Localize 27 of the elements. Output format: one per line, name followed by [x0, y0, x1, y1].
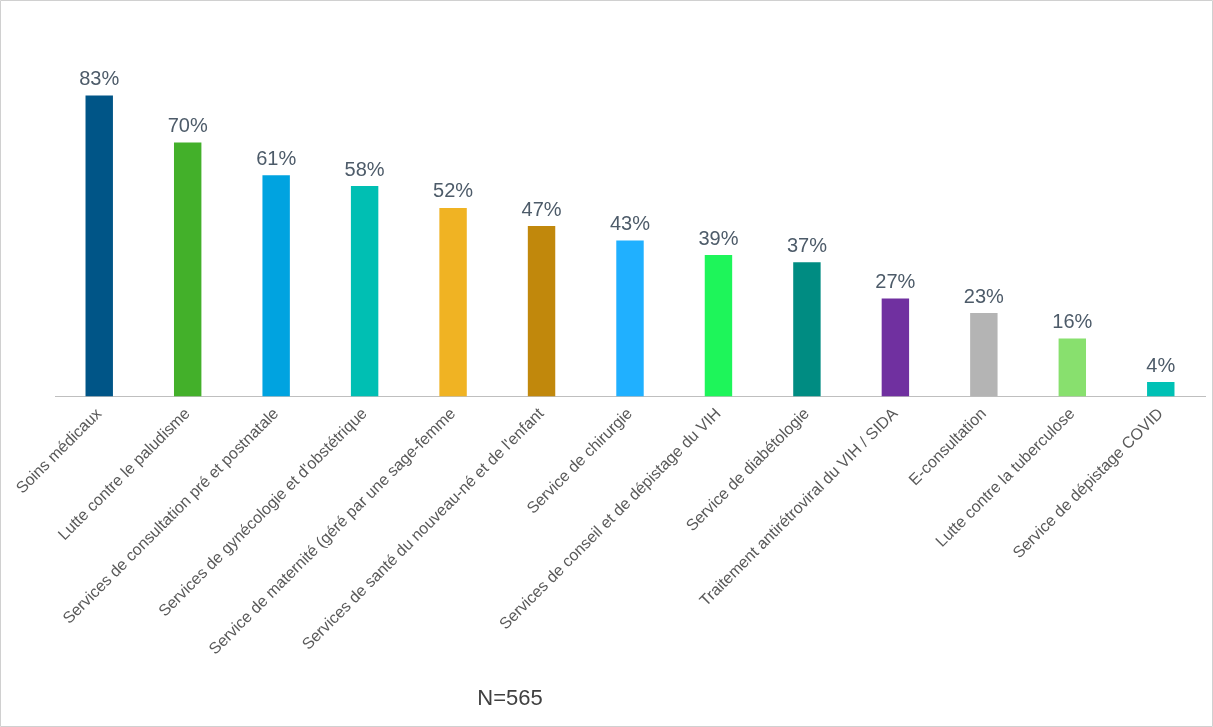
data-label: 58% — [344, 157, 385, 180]
data-label: 61% — [256, 146, 297, 169]
bar — [616, 240, 644, 397]
data-label: 37% — [786, 233, 828, 256]
data-label: 83% — [79, 66, 120, 89]
data-label: 47% — [521, 197, 562, 220]
bar — [85, 95, 113, 397]
bar — [793, 262, 821, 397]
bar — [350, 186, 379, 397]
data-label: 16% — [1052, 310, 1093, 333]
bar — [970, 313, 998, 397]
data-label: 70% — [167, 114, 208, 137]
data-label: 27% — [875, 270, 916, 293]
bar — [704, 255, 733, 397]
bar — [881, 298, 910, 397]
data-label: 39% — [698, 226, 739, 249]
bar — [262, 175, 290, 397]
bar — [1147, 382, 1175, 397]
data-label: 52% — [433, 179, 474, 202]
data-label: 4% — [1146, 353, 1176, 376]
bar — [439, 207, 467, 397]
bar — [527, 226, 556, 397]
bar — [173, 142, 202, 397]
data-label: 23% — [963, 284, 1005, 307]
bar — [1058, 338, 1087, 397]
text: N=565 — [477, 685, 543, 711]
data-label: 43% — [609, 212, 651, 235]
